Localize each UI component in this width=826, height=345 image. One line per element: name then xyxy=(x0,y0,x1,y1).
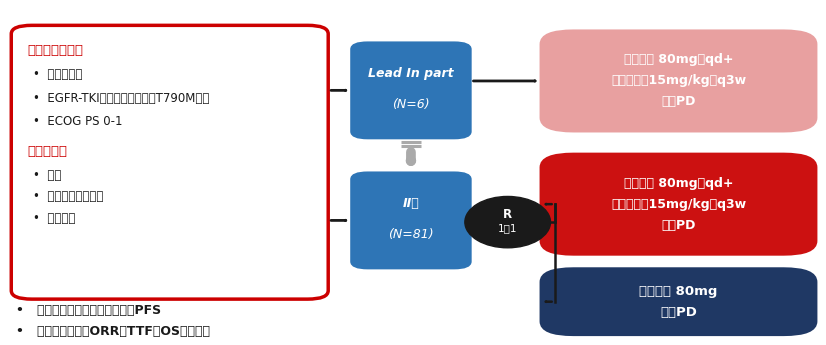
Text: II期: II期 xyxy=(402,197,420,210)
Ellipse shape xyxy=(465,196,550,248)
Text: •  晚期肺腺癌: • 晚期肺腺癌 xyxy=(33,68,82,81)
FancyBboxPatch shape xyxy=(351,42,471,138)
Text: R: R xyxy=(503,208,512,221)
Text: 奥希替尼 80mg，qd+
贝伐珠单抗15mg/kg，q3w
直至PD: 奥希替尼 80mg，qd+ 贝伐珠单抗15mg/kg，q3w 直至PD xyxy=(611,53,746,108)
FancyBboxPatch shape xyxy=(12,25,328,299)
Text: Lead In part: Lead In part xyxy=(368,67,453,80)
Text: •  前线化疗治疗线数: • 前线化疗治疗线数 xyxy=(33,190,103,203)
Text: •  EGFR-TKI获得性耐药，伴有T790M突变: • EGFR-TKI获得性耐药，伴有T790M突变 xyxy=(33,92,209,105)
Text: •   主要研究终点：研究者判断的PFS: • 主要研究终点：研究者判断的PFS xyxy=(17,304,161,317)
Text: •   次要研究终点：ORR，TTF，OS，安全性: • 次要研究终点：ORR，TTF，OS，安全性 xyxy=(17,325,210,338)
Text: 奥希替尼 80mg
直至PD: 奥希替尼 80mg 直至PD xyxy=(639,285,718,319)
Text: 分层因素：: 分层因素： xyxy=(28,145,68,158)
Text: •  ECOG PS 0-1: • ECOG PS 0-1 xyxy=(33,115,122,128)
FancyBboxPatch shape xyxy=(540,30,816,131)
FancyBboxPatch shape xyxy=(540,268,816,335)
Text: 奥希替尼 80mg，qd+
贝伐珠单抗15mg/kg，q3w
直至PD: 奥希替尼 80mg，qd+ 贝伐珠单抗15mg/kg，q3w 直至PD xyxy=(611,177,746,231)
FancyBboxPatch shape xyxy=(540,154,816,255)
Text: 关键入排标准：: 关键入排标准： xyxy=(28,44,83,57)
Text: •  性别: • 性别 xyxy=(33,169,61,182)
Text: (N=6): (N=6) xyxy=(392,98,430,110)
Text: (N=81): (N=81) xyxy=(388,228,434,240)
Text: •  参研机构: • 参研机构 xyxy=(33,212,75,225)
Text: 1：1: 1：1 xyxy=(498,223,517,233)
FancyBboxPatch shape xyxy=(351,172,471,268)
